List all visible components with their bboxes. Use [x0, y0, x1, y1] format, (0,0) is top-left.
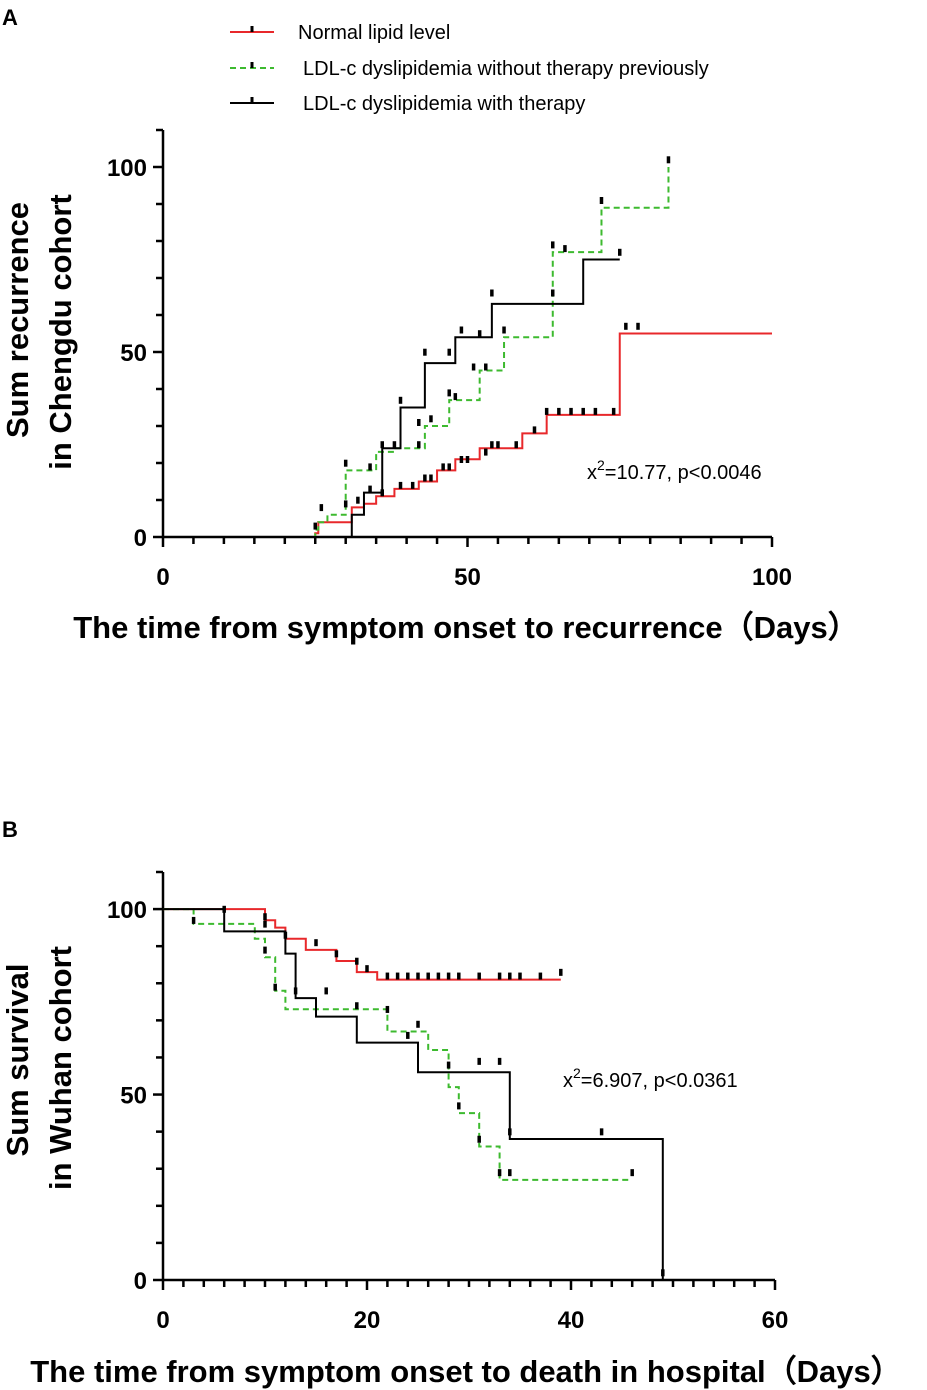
panel-b-y-tick-label: 100 — [107, 897, 147, 924]
chart-panel-a: A 0 50 100 0 50 100 The time from symptom ons… — [0, 5, 859, 645]
panel-a-series-line-1 — [163, 167, 670, 538]
panel-a-y-tick-label: 100 — [107, 155, 147, 182]
panel-a-y-tick-label: 0 — [134, 525, 147, 552]
legend-entry-without-therapy: LDL-c dyslipidemia without therapy previ… — [230, 58, 709, 80]
panel-b-series-line-0 — [163, 908, 561, 981]
panel-b-y-axis-title-line1: Sum survival — [0, 964, 35, 1157]
panel-b-letter: B — [2, 817, 18, 842]
panel-a-stat-base: x — [587, 462, 597, 484]
panel-a-stat-rest: =10.77, p<0.0046 — [605, 462, 762, 484]
panel-b-x-tick-label: 40 — [558, 1307, 585, 1334]
panel-a-stat-annotation: x2=10.77, p<0.0046 — [587, 457, 762, 484]
panel-b-axes: 0 20 40 60 0 50 100 — [107, 870, 789, 1334]
panel-b-stat-sup: 2 — [573, 1065, 581, 1081]
panel-b-stat-base: x — [563, 1070, 573, 1092]
panel-a-series-line-2 — [163, 258, 620, 538]
legend: Normal lipid level LDL-c dyslipidemia wi… — [230, 22, 709, 115]
panel-a-y-axis-title-line2: in Chengdu cohort — [43, 194, 78, 470]
panel-b-y-tick-label: 0 — [134, 1268, 147, 1295]
chart-panel-b: B 0 20 40 60 0 50 100 The time from symptom on… — [0, 817, 902, 1389]
legend-entry-with-therapy: LDL-c dyslipidemia with therapy — [230, 93, 585, 115]
legend-entry-normal: Normal lipid level — [230, 22, 450, 44]
panel-a-y-tick-label: 50 — [120, 340, 147, 367]
panel-a-x-tick-label: 100 — [752, 564, 792, 591]
panel-a-x-axis-title: The time from symptom onset to recurrenc… — [73, 610, 859, 645]
panel-b-y-tick-label: 50 — [120, 1083, 147, 1110]
panel-b-x-tick-label: 60 — [762, 1307, 789, 1334]
panel-a-letter: A — [2, 5, 18, 30]
panel-b-series — [163, 905, 665, 1280]
panel-a-stat-sup: 2 — [597, 457, 605, 473]
panel-a-x-tick-label: 0 — [156, 564, 169, 591]
panel-a-series-line-0 — [163, 332, 772, 538]
legend-label-with-therapy: LDL-c dyslipidemia with therapy — [303, 93, 585, 115]
panel-b-x-tick-label: 0 — [156, 1307, 169, 1334]
legend-label-without-therapy: LDL-c dyslipidemia without therapy previ… — [303, 58, 709, 80]
panel-a-y-axis-title-line1: Sum recurrence — [0, 202, 35, 438]
legend-label-normal: Normal lipid level — [298, 22, 450, 44]
panel-b-series-line-2 — [163, 908, 664, 1280]
panel-b-stat-annotation: x2=6.907, p<0.0361 — [563, 1065, 738, 1092]
panel-b-y-axis-title-line2: in Wuhan cohort — [43, 946, 78, 1190]
panel-b-x-tick-label: 20 — [354, 1307, 381, 1334]
panel-a-x-tick-label: 50 — [454, 564, 481, 591]
panel-a-axes: 0 50 100 0 50 100 — [107, 128, 792, 591]
panel-b-stat-rest: =6.907, p<0.0361 — [581, 1070, 738, 1092]
panel-a-series — [163, 156, 772, 538]
panel-b-x-axis-title: The time from symptom onset to death in … — [30, 1354, 902, 1389]
